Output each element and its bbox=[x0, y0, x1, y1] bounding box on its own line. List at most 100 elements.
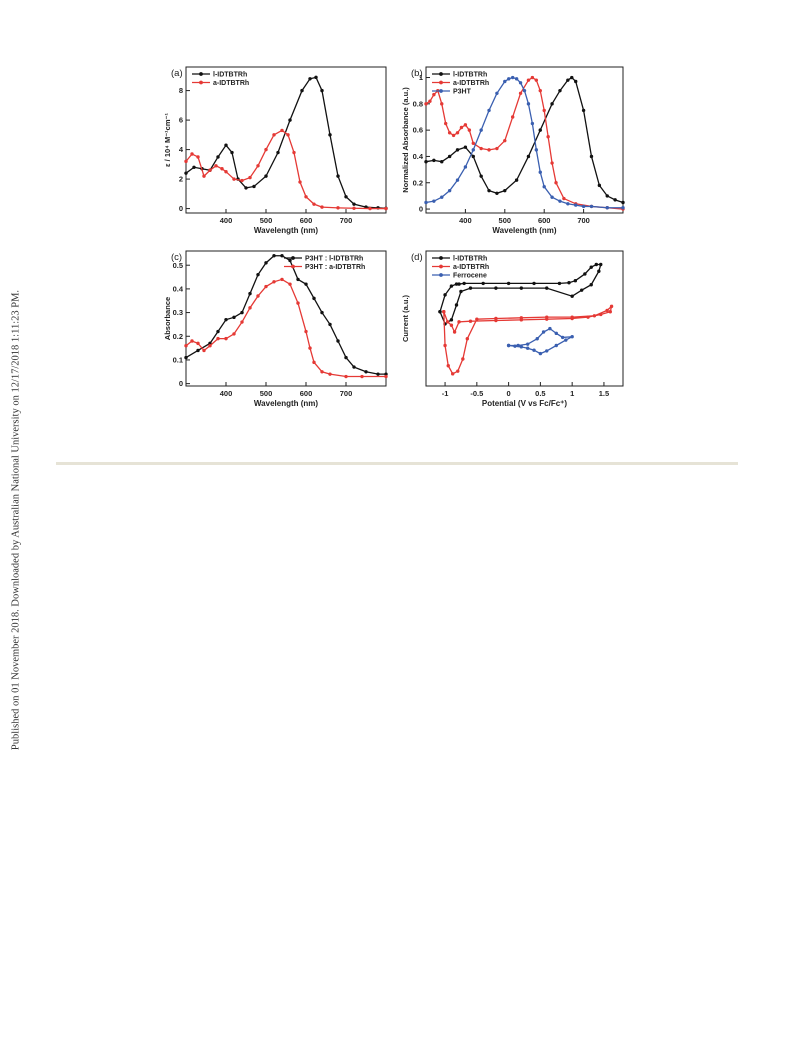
data-point bbox=[479, 174, 483, 178]
y-tick-label: 0 bbox=[419, 205, 423, 214]
data-point bbox=[264, 174, 268, 178]
legend-marker bbox=[439, 89, 443, 93]
data-point bbox=[216, 155, 220, 159]
legend-label: a-IDTBTRh bbox=[213, 80, 249, 87]
data-point bbox=[541, 330, 546, 334]
data-point bbox=[514, 178, 519, 182]
data-point bbox=[298, 180, 302, 184]
data-point bbox=[451, 133, 456, 138]
data-point bbox=[248, 175, 252, 180]
data-point bbox=[519, 345, 524, 349]
data-point bbox=[465, 337, 470, 341]
data-point bbox=[558, 88, 562, 93]
data-point bbox=[463, 123, 468, 127]
data-point bbox=[216, 336, 220, 341]
data-point bbox=[525, 346, 530, 350]
data-point bbox=[352, 365, 356, 369]
data-point bbox=[479, 128, 483, 132]
data-point bbox=[272, 254, 276, 258]
data-point bbox=[450, 372, 455, 376]
data-point bbox=[184, 171, 188, 175]
data-point bbox=[424, 160, 428, 164]
data-point bbox=[471, 141, 475, 145]
data-point bbox=[300, 88, 304, 93]
x-tick-label: 0 bbox=[507, 389, 511, 398]
data-point bbox=[542, 184, 546, 189]
series-line bbox=[185, 278, 386, 378]
data-point bbox=[240, 310, 244, 315]
data-point bbox=[232, 177, 236, 181]
data-point bbox=[550, 161, 554, 165]
x-tick-label: 700 bbox=[340, 389, 353, 398]
panel-label: (a) bbox=[171, 68, 183, 79]
data-point bbox=[526, 102, 531, 106]
data-point bbox=[384, 372, 388, 376]
data-point bbox=[583, 272, 587, 276]
data-point bbox=[312, 202, 316, 206]
x-tick-label: 500 bbox=[499, 216, 512, 225]
data-point bbox=[599, 312, 603, 317]
data-point bbox=[288, 118, 292, 122]
legend-label: P3HT : l-IDTBTRh bbox=[305, 256, 363, 263]
y-tick-label: 0.4 bbox=[173, 284, 184, 293]
data-point bbox=[605, 194, 609, 198]
y-tick-label: 0.6 bbox=[413, 126, 423, 135]
data-point bbox=[608, 310, 612, 314]
y-tick-label: 4 bbox=[179, 145, 184, 154]
data-point bbox=[440, 102, 444, 106]
x-tick-label: 600 bbox=[538, 216, 551, 225]
data-point bbox=[510, 115, 515, 119]
data-point bbox=[494, 316, 498, 321]
data-point bbox=[454, 282, 459, 286]
data-point bbox=[459, 125, 464, 130]
x-axis-label: Wavelength (nm) bbox=[254, 226, 318, 235]
data-point bbox=[445, 320, 450, 324]
series-P3HT : a-IDTBTRh bbox=[184, 277, 388, 379]
legend-label: Ferrocene bbox=[453, 273, 487, 280]
data-point bbox=[471, 148, 475, 152]
section-divider bbox=[56, 462, 738, 465]
data-point bbox=[264, 147, 268, 152]
data-point bbox=[224, 317, 228, 322]
x-tick-label: 500 bbox=[260, 216, 273, 225]
legend-label: l-IDTBTRh bbox=[453, 72, 487, 79]
data-point bbox=[428, 99, 432, 103]
data-point bbox=[548, 326, 552, 331]
data-point bbox=[202, 348, 206, 353]
data-point bbox=[570, 75, 574, 80]
data-point bbox=[220, 167, 224, 171]
data-point bbox=[526, 154, 531, 159]
data-point bbox=[503, 79, 507, 84]
data-point bbox=[244, 186, 248, 190]
data-point bbox=[224, 336, 228, 341]
data-point bbox=[224, 170, 228, 174]
data-point bbox=[545, 349, 549, 353]
data-point bbox=[487, 188, 491, 193]
x-tick-label: 700 bbox=[577, 216, 590, 225]
data-point bbox=[475, 317, 479, 321]
data-point bbox=[550, 195, 554, 199]
data-point bbox=[538, 170, 542, 174]
legend-marker bbox=[199, 72, 203, 76]
data-point bbox=[530, 75, 535, 80]
data-point bbox=[594, 262, 599, 267]
data-point bbox=[463, 145, 468, 149]
data-point bbox=[589, 265, 593, 269]
data-point bbox=[286, 133, 290, 137]
legend-label: l-IDTBTRh bbox=[213, 72, 247, 79]
data-point bbox=[566, 202, 570, 206]
data-point bbox=[589, 283, 593, 287]
x-tick-label: 600 bbox=[300, 389, 313, 398]
chart-panel-4: -1 -0.5 0 0.5 1 1.5 Potential (V vs Fc/Fc⁺) Cur… bbox=[401, 250, 624, 408]
data-point bbox=[471, 154, 475, 159]
data-point bbox=[443, 293, 447, 297]
data-point bbox=[240, 320, 244, 324]
data-point bbox=[621, 206, 625, 210]
data-point bbox=[566, 78, 570, 82]
data-point bbox=[328, 322, 332, 327]
data-point bbox=[457, 282, 461, 286]
series-line bbox=[508, 327, 573, 355]
data-point bbox=[530, 121, 535, 126]
